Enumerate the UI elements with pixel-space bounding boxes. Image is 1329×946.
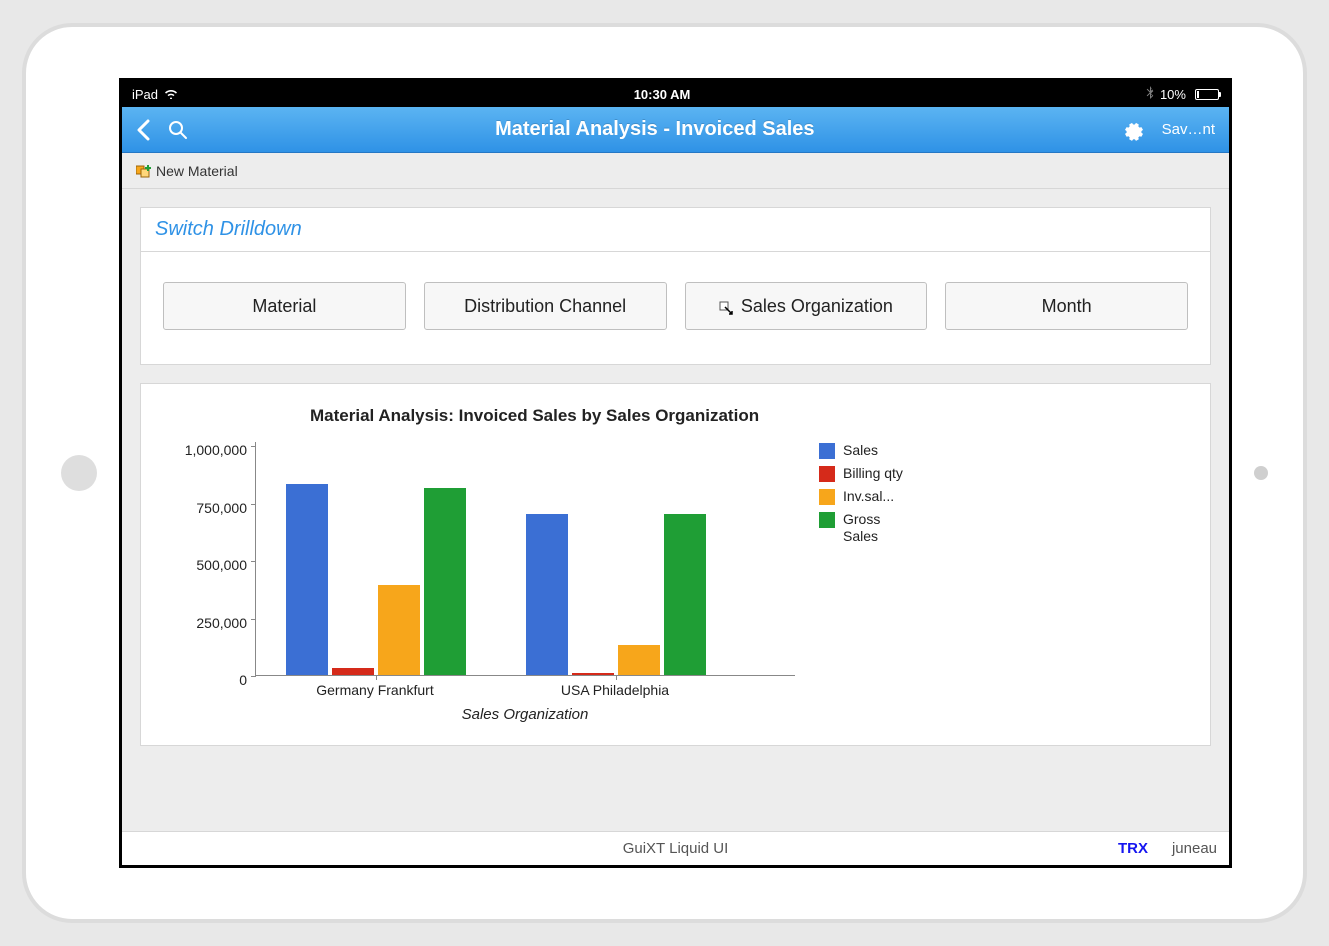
- status-time: 10:30 AM: [634, 87, 691, 102]
- carrier-label: iPad: [132, 87, 158, 102]
- bar: [332, 668, 374, 675]
- toolbar: New Material: [122, 153, 1229, 189]
- x-tick-label: USA Philadelphia: [561, 682, 669, 698]
- drill-button-label: Sales Organization: [741, 296, 893, 317]
- legend-swatch: [819, 512, 835, 528]
- drilldown-buttons-row: Material Distribution Channel Sales Organi…: [141, 252, 1210, 364]
- status-right: 10%: [1146, 86, 1219, 102]
- y-tick-label: 250,000: [196, 615, 247, 631]
- bar: [526, 514, 568, 675]
- drilldown-panel-title: Switch Drilldown: [141, 208, 1210, 252]
- legend-item: Billing qty: [819, 465, 909, 482]
- legend-swatch: [819, 489, 835, 505]
- chart-title: Material Analysis: Invoiced Sales by Sal…: [310, 406, 1186, 426]
- home-dot: [1254, 466, 1268, 480]
- legend-swatch: [819, 466, 835, 482]
- bar: [378, 585, 420, 675]
- chart-x-title: Sales Organization: [255, 706, 795, 723]
- legend-label: Sales: [843, 442, 878, 459]
- legend-item: Inv.sal...: [819, 488, 909, 505]
- save-variant-button[interactable]: Sav…nt: [1162, 121, 1215, 138]
- back-button[interactable]: [136, 119, 150, 141]
- legend-item: Sales: [819, 442, 909, 459]
- legend-swatch: [819, 443, 835, 459]
- drill-button-label: Material: [252, 296, 316, 317]
- bar: [424, 488, 466, 675]
- status-bar: iPad 10:30 AM 10%: [122, 81, 1229, 107]
- tablet-frame: iPad 10:30 AM 10% Material Ana: [22, 23, 1307, 923]
- chart-panel: Material Analysis: Invoiced Sales by Sal…: [140, 383, 1211, 746]
- y-tick-label: 1,000,000: [185, 442, 247, 458]
- status-left: iPad: [132, 87, 178, 102]
- search-button[interactable]: [168, 120, 188, 140]
- chart-plot-area: [255, 442, 795, 676]
- footer: GuiXT Liquid UI TRX juneau: [122, 831, 1229, 865]
- y-tick-label: 500,000: [196, 557, 247, 573]
- drill-button-material[interactable]: Material: [163, 282, 406, 330]
- drill-button-month[interactable]: Month: [945, 282, 1188, 330]
- screen: iPad 10:30 AM 10% Material Ana: [119, 78, 1232, 868]
- drill-button-distribution-channel[interactable]: Distribution Channel: [424, 282, 667, 330]
- camera-dot: [61, 455, 97, 491]
- legend-label: Gross Sales: [843, 511, 909, 545]
- trx-button[interactable]: TRX: [1118, 840, 1148, 857]
- bluetooth-icon: [1146, 86, 1154, 102]
- bar: [618, 645, 660, 675]
- drill-button-sales-organization[interactable]: Sales Organization: [685, 282, 928, 330]
- footer-app-name: GuiXT Liquid UI: [623, 840, 729, 857]
- battery-pct-label: 10%: [1160, 87, 1186, 102]
- drill-button-label: Distribution Channel: [464, 296, 626, 317]
- drill-select-icon: [719, 299, 733, 313]
- drilldown-panel: Switch Drilldown Material Distribution Ch…: [140, 207, 1211, 365]
- new-material-button[interactable]: New Material: [156, 163, 238, 179]
- battery-icon: [1195, 89, 1219, 100]
- settings-button[interactable]: [1122, 119, 1144, 141]
- new-material-icon: [136, 164, 150, 178]
- content-area: Switch Drilldown Material Distribution Ch…: [122, 189, 1229, 831]
- drill-button-label: Month: [1042, 296, 1092, 317]
- page-title: Material Analysis - Invoiced Sales: [206, 118, 1104, 141]
- footer-host-label: juneau: [1172, 840, 1217, 857]
- chart-x-labels: Germany Frankfurt USA Philadelphia: [255, 676, 795, 700]
- wifi-icon: [164, 87, 178, 102]
- app-header: Material Analysis - Invoiced Sales Sav…n…: [122, 107, 1229, 153]
- chart: Material Analysis: Invoiced Sales by Sal…: [165, 406, 1186, 723]
- y-tick-label: 750,000: [196, 500, 247, 516]
- legend-item: Gross Sales: [819, 511, 909, 545]
- legend-label: Inv.sal...: [843, 488, 894, 505]
- x-tick-label: Germany Frankfurt: [316, 682, 433, 698]
- chart-y-axis: 0250,000500,000750,0001,000,000: [165, 446, 255, 676]
- legend-label: Billing qty: [843, 465, 903, 482]
- chart-legend: Sales Billing qty Inv.sal... Gross Sales: [819, 442, 909, 551]
- bar: [664, 514, 706, 675]
- y-tick-label: 0: [239, 672, 247, 688]
- bar: [286, 484, 328, 675]
- bar: [572, 673, 614, 675]
